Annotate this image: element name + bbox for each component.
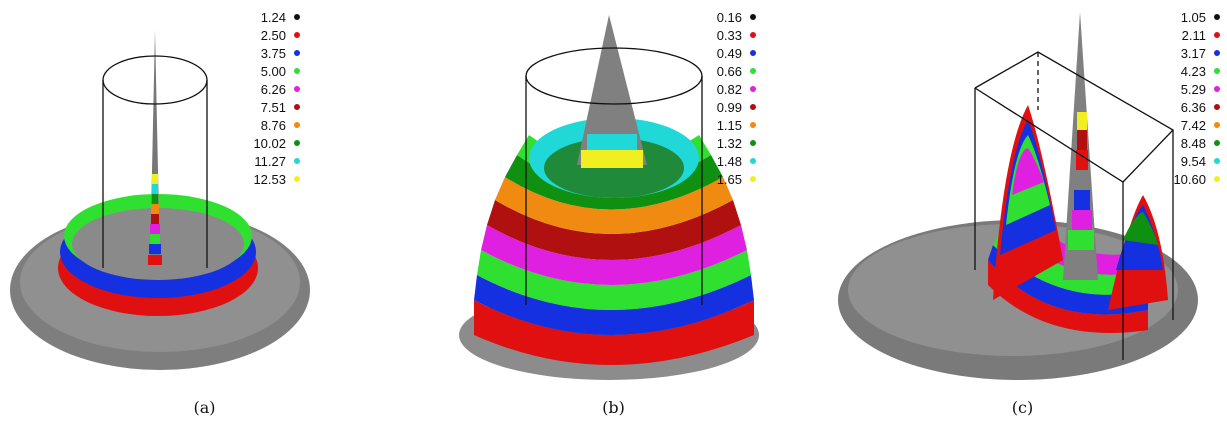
legend-dot-magenta bbox=[750, 86, 756, 92]
legend-item: 11.27 bbox=[246, 152, 300, 170]
caption-b: (b) bbox=[602, 398, 625, 417]
surface-plot-b bbox=[459, 15, 759, 380]
figure-panel-c: 1.05 2.11 3.17 4.23 5.29 6.36 7.42 8.48 … bbox=[818, 0, 1227, 427]
dome-band-red bbox=[474, 300, 754, 365]
legend-dot-green bbox=[294, 68, 300, 74]
legend-item: 6.26 bbox=[246, 80, 300, 98]
legend-dot-blue bbox=[294, 50, 300, 56]
box-wireframe bbox=[974, 51, 1175, 360]
legend-dot-red bbox=[750, 32, 756, 38]
legend-item: 1.15 bbox=[702, 116, 756, 134]
legend-item: 5.00 bbox=[246, 62, 300, 80]
legend-item: 12.53 bbox=[246, 170, 300, 188]
legend-item: 0.16 bbox=[702, 8, 756, 26]
legend-dot-green bbox=[750, 68, 756, 74]
legend-item: 5.29 bbox=[1166, 80, 1220, 98]
legend-a: 1.24 2.50 3.75 5.00 6.26 7.51 8.76 10.02… bbox=[246, 8, 300, 188]
legend-dot-cyan bbox=[750, 158, 756, 164]
legend-dot-yellow bbox=[750, 176, 756, 182]
ridge-band-red bbox=[988, 260, 1148, 333]
legend-item: 7.42 bbox=[1166, 116, 1220, 134]
legend-item: 0.33 bbox=[702, 26, 756, 44]
legend-item: 1.32 bbox=[702, 134, 756, 152]
legend-item: 4.23 bbox=[1166, 62, 1220, 80]
legend-item: 0.49 bbox=[702, 44, 756, 62]
caption-a: (a) bbox=[193, 398, 216, 417]
legend-dot-yellow bbox=[294, 176, 300, 182]
surface-plot-c bbox=[838, 12, 1198, 380]
central-cone bbox=[577, 15, 647, 165]
legend-c: 1.05 2.11 3.17 4.23 5.29 6.36 7.42 8.48 … bbox=[1166, 8, 1220, 188]
caption-c: (c) bbox=[1011, 398, 1034, 417]
legend-dot-black bbox=[1214, 14, 1220, 20]
legend-dot-black bbox=[294, 14, 300, 20]
figure-panel-b: 0.16 0.33 0.49 0.66 0.82 0.99 1.15 1.32 … bbox=[409, 0, 818, 427]
legend-dot-darkred bbox=[750, 104, 756, 110]
legend-dot-blue bbox=[750, 50, 756, 56]
legend-item: 8.48 bbox=[1166, 134, 1220, 152]
legend-dot-yellow bbox=[1214, 176, 1220, 182]
legend-item: 8.76 bbox=[246, 116, 300, 134]
legend-b: 0.16 0.33 0.49 0.66 0.82 0.99 1.15 1.32 … bbox=[702, 8, 756, 188]
legend-item: 10.60 bbox=[1166, 170, 1220, 188]
surface-plot-a bbox=[10, 30, 310, 370]
legend-dot-darkgreen bbox=[1214, 140, 1220, 146]
legend-item: 7.51 bbox=[246, 98, 300, 116]
legend-item: 3.17 bbox=[1166, 44, 1220, 62]
legend-item: 10.02 bbox=[246, 134, 300, 152]
legend-item: 3.75 bbox=[246, 44, 300, 62]
legend-dot-darkgreen bbox=[750, 140, 756, 146]
legend-dot-darkred bbox=[294, 104, 300, 110]
figure-panel-a: 1.24 2.50 3.75 5.00 6.26 7.51 8.76 10.02… bbox=[0, 0, 409, 427]
legend-item: 1.24 bbox=[246, 8, 300, 26]
legend-item: 0.66 bbox=[702, 62, 756, 80]
legend-item: 1.05 bbox=[1166, 8, 1220, 26]
legend-dot-cyan bbox=[294, 158, 300, 164]
legend-item: 0.99 bbox=[702, 98, 756, 116]
legend-item: 1.48 bbox=[702, 152, 756, 170]
legend-dot-magenta bbox=[1214, 86, 1220, 92]
legend-item: 2.50 bbox=[246, 26, 300, 44]
legend-item: 1.65 bbox=[702, 170, 756, 188]
legend-dot-orange bbox=[750, 122, 756, 128]
legend-item: 2.11 bbox=[1166, 26, 1220, 44]
legend-dot-cyan bbox=[1214, 158, 1220, 164]
legend-dot-red bbox=[294, 32, 300, 38]
legend-item: 0.82 bbox=[702, 80, 756, 98]
legend-dot-red bbox=[1214, 32, 1220, 38]
legend-item: 6.36 bbox=[1166, 98, 1220, 116]
legend-dot-darkgreen bbox=[294, 140, 300, 146]
legend-dot-green bbox=[1214, 68, 1220, 74]
legend-dot-magenta bbox=[294, 86, 300, 92]
legend-dot-black bbox=[750, 14, 756, 20]
legend-dot-orange bbox=[294, 122, 300, 128]
legend-item: 9.54 bbox=[1166, 152, 1220, 170]
legend-dot-orange bbox=[1214, 122, 1220, 128]
legend-dot-darkred bbox=[1214, 104, 1220, 110]
legend-dot-blue bbox=[1214, 50, 1220, 56]
